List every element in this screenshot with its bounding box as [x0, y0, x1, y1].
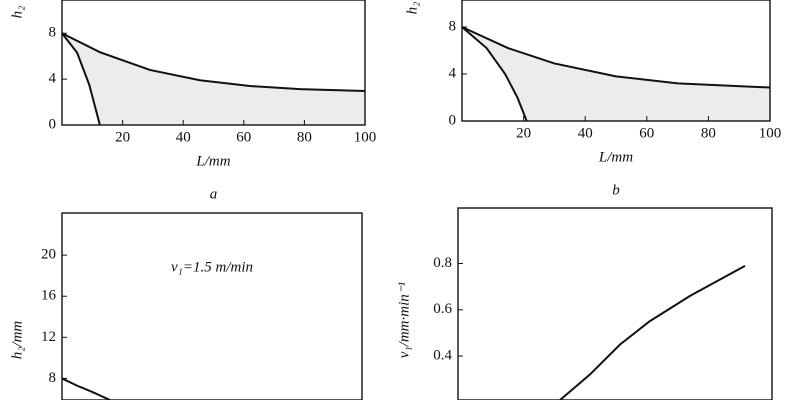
curve [61, 32, 101, 126]
y-axis-label: h₂ [404, 2, 420, 15]
curve [61, 32, 366, 93]
curve [559, 264, 746, 400]
y-tick-label: 8 [49, 25, 57, 41]
x-tick-label: 20 [115, 129, 130, 145]
x-axis-label: L/mm [598, 149, 633, 165]
y-tick-label: 0.8 [433, 255, 452, 271]
y-tick-label: 0.6 [433, 301, 452, 317]
x-axis-label: L/mm [195, 153, 230, 169]
y-axis-label: v₁/mm·min⁻¹ [396, 281, 412, 358]
y-tick-label: 0 [449, 112, 457, 128]
y-tick-label: 8 [49, 370, 57, 386]
panel-caption: b [612, 182, 620, 198]
y-tick-label: 0.4 [433, 347, 452, 363]
plot-frame [61, 212, 363, 400]
y-tick-label: 20 [41, 247, 56, 263]
panel-caption: a [210, 186, 218, 202]
plot-frame [61, 0, 366, 126]
x-tick-label: 60 [236, 129, 251, 145]
x-tick-label: 40 [578, 125, 593, 141]
x-tick-label: 40 [176, 129, 191, 145]
x-tick-label: 80 [297, 129, 312, 145]
y-tick-label: 0 [49, 116, 57, 132]
plot-frame [457, 207, 773, 400]
y-tick-label: 4 [49, 71, 57, 87]
plot-frame [461, 0, 771, 122]
y-axis-label: h₂/mm [9, 321, 25, 360]
x-tick-label: 60 [639, 125, 654, 141]
x-tick-label: 100 [759, 125, 782, 141]
x-tick-label: 20 [516, 125, 531, 141]
x-tick-label: 100 [354, 129, 377, 145]
curve [461, 26, 528, 122]
y-tick-label: 16 [41, 288, 57, 304]
shaded-region [62, 33, 365, 125]
y-tick-label: 12 [41, 329, 56, 345]
shaded-region [462, 27, 770, 121]
x-tick-label: 80 [701, 125, 716, 141]
curve [61, 377, 111, 400]
y-tick-label: 8 [449, 18, 457, 34]
y-tick-label: 4 [449, 65, 457, 81]
annotation: v₁=1.5 m/min [171, 259, 253, 275]
y-axis-label: h₂ [9, 6, 25, 19]
curve [461, 26, 771, 89]
